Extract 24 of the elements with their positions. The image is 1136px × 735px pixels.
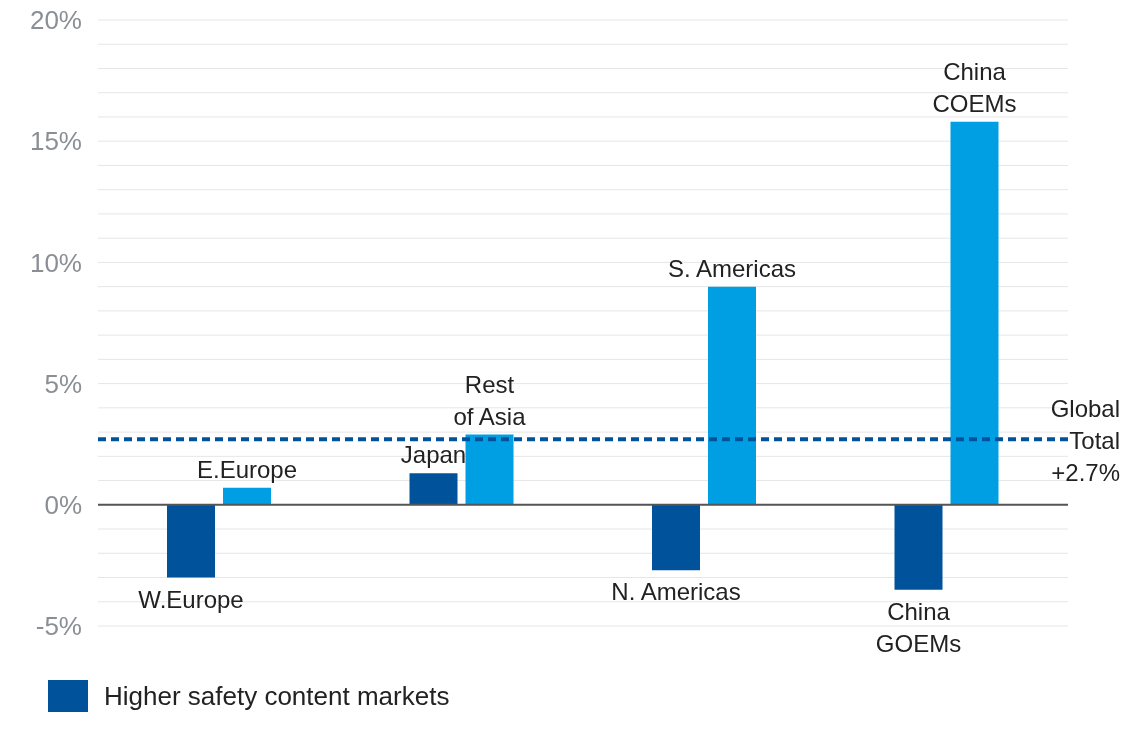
annotation: Japan (400, 441, 467, 469)
y-tick-label: 20% (29, 5, 82, 36)
legend-label: Higher safety content markets (104, 680, 450, 712)
y-tick-label: -5% (35, 611, 82, 642)
bar (708, 286, 756, 505)
bar (223, 487, 271, 505)
bar (465, 434, 514, 505)
annotation: S. Americas (667, 254, 797, 282)
annotation: China COEMs (932, 57, 1017, 117)
annotation: China GOEMs (875, 597, 962, 657)
y-tick-label: 10% (29, 247, 82, 278)
annotation: Rest of Asia (453, 370, 527, 430)
annotation: W.Europe (138, 585, 244, 613)
bar (167, 504, 215, 578)
ref-line-label: Global Total +2.7% (1050, 395, 1120, 487)
bar (950, 121, 999, 505)
bar (409, 473, 458, 505)
bar (894, 504, 943, 590)
y-tick-label: 5% (44, 368, 82, 399)
bar (652, 504, 700, 571)
y-tick-label: 15% (29, 126, 82, 157)
y-tick-label: 0% (44, 490, 82, 521)
annotation: E.Europe (196, 455, 298, 483)
annotation: N. Americas (611, 578, 741, 606)
